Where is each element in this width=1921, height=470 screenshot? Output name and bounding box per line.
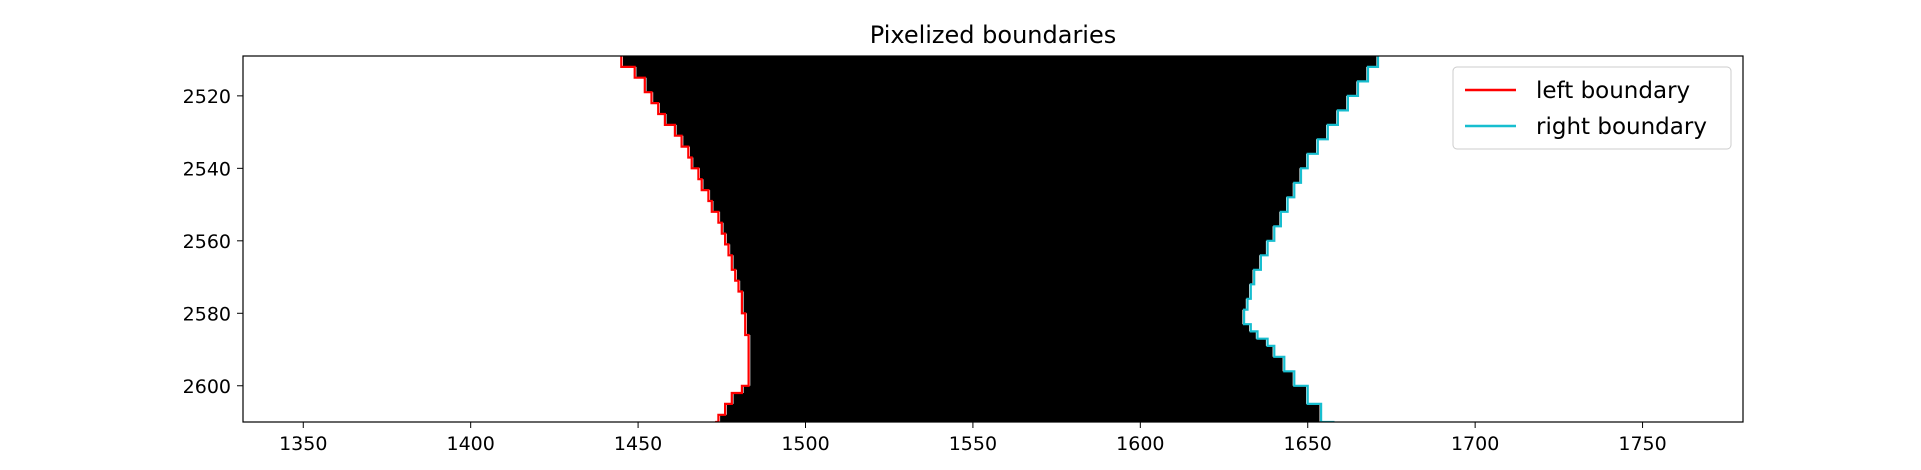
y-tick-label-2540: 2540 bbox=[183, 158, 231, 180]
x-tick-label-1650: 1650 bbox=[1284, 433, 1332, 455]
legend: left boundary right boundary bbox=[1452, 66, 1732, 150]
legend-frame bbox=[1452, 66, 1732, 150]
legend-label-left-boundary: left boundary bbox=[1536, 78, 1690, 104]
x-tick-label-1600: 1600 bbox=[1116, 433, 1164, 455]
series-line-left-boundary bbox=[620, 56, 750, 422]
x-tick-label-1350: 1350 bbox=[279, 433, 327, 455]
series-line-right-boundary bbox=[1243, 56, 1380, 422]
y-axis: 2520 2540 2560 2580 2600 bbox=[183, 86, 243, 398]
chart-title: Pixelized boundaries bbox=[870, 21, 1117, 49]
x-tick-label-1400: 1400 bbox=[446, 433, 494, 455]
x-tick-label-1700: 1700 bbox=[1451, 433, 1499, 455]
x-tick-label-1450: 1450 bbox=[614, 433, 662, 455]
y-tick-label-2600: 2600 bbox=[183, 376, 231, 398]
x-axis: 1350 1400 1450 1500 1550 1600 1650 1700 1750 bbox=[279, 422, 1667, 455]
x-tick-label-1750: 1750 bbox=[1618, 433, 1666, 455]
legend-label-right-boundary: right boundary bbox=[1536, 114, 1707, 140]
mask-region bbox=[623, 56, 1377, 422]
y-tick-label-2580: 2580 bbox=[183, 303, 231, 325]
x-tick-label-1500: 1500 bbox=[781, 433, 829, 455]
y-tick-label-2520: 2520 bbox=[183, 86, 231, 108]
axes-frame bbox=[242, 55, 1744, 423]
x-tick-label-1550: 1550 bbox=[949, 433, 997, 455]
y-tick-label-2560: 2560 bbox=[183, 231, 231, 253]
